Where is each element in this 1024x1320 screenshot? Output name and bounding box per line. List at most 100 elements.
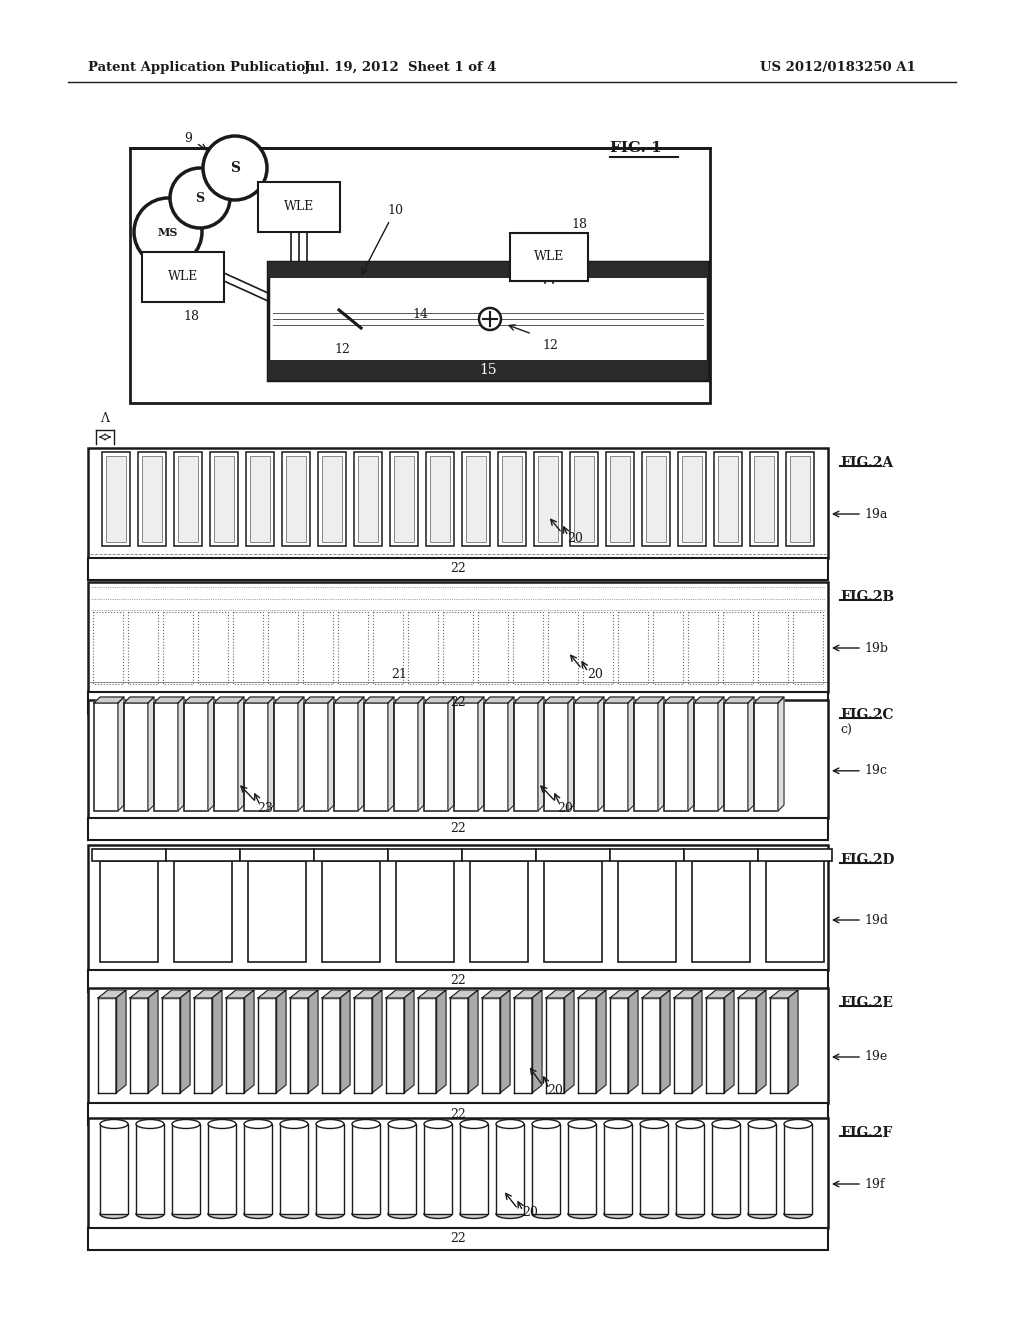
Bar — [664, 704, 688, 810]
Bar — [88, 582, 828, 692]
Bar — [692, 861, 750, 962]
Bar — [568, 1125, 596, 1214]
Bar — [268, 360, 708, 380]
Polygon shape — [124, 697, 154, 704]
Bar — [640, 1125, 668, 1214]
Bar — [394, 455, 414, 543]
Polygon shape — [178, 697, 184, 810]
Text: FIG.2C: FIG.2C — [840, 708, 894, 722]
Bar — [460, 1125, 488, 1214]
Bar — [163, 612, 193, 684]
Ellipse shape — [460, 1119, 488, 1129]
Text: WLE: WLE — [534, 251, 564, 264]
Bar — [682, 455, 702, 543]
Polygon shape — [658, 697, 664, 810]
Bar — [88, 692, 828, 714]
Polygon shape — [634, 697, 664, 704]
Polygon shape — [674, 990, 702, 998]
Text: S: S — [196, 191, 205, 205]
Polygon shape — [334, 697, 364, 704]
Bar — [430, 455, 450, 543]
Polygon shape — [418, 998, 436, 1093]
Ellipse shape — [136, 1119, 164, 1129]
Text: 14: 14 — [412, 308, 428, 321]
Polygon shape — [418, 990, 446, 998]
Polygon shape — [148, 697, 154, 810]
Bar — [723, 612, 753, 684]
Polygon shape — [386, 998, 404, 1093]
Bar — [102, 451, 130, 546]
Bar — [128, 612, 158, 684]
Bar — [373, 612, 403, 684]
Ellipse shape — [244, 1119, 272, 1129]
Bar — [88, 818, 828, 840]
Text: 19c: 19c — [864, 764, 887, 777]
Polygon shape — [328, 697, 334, 810]
Text: 19b: 19b — [864, 642, 888, 655]
Text: 20: 20 — [567, 532, 583, 544]
Ellipse shape — [172, 1209, 200, 1218]
Bar — [532, 1125, 560, 1214]
Bar — [496, 1125, 524, 1214]
Bar — [358, 455, 378, 543]
Bar — [408, 612, 438, 684]
Bar — [534, 451, 562, 546]
Polygon shape — [748, 697, 754, 810]
Polygon shape — [258, 998, 276, 1093]
Polygon shape — [538, 697, 544, 810]
Bar — [538, 455, 558, 543]
Bar — [282, 451, 310, 546]
Bar — [646, 455, 666, 543]
Ellipse shape — [532, 1209, 560, 1218]
Bar — [712, 1125, 740, 1214]
Polygon shape — [610, 998, 628, 1093]
Ellipse shape — [604, 1119, 632, 1129]
Bar — [714, 451, 742, 546]
Bar — [718, 455, 738, 543]
Bar — [544, 704, 568, 810]
Polygon shape — [388, 697, 394, 810]
Bar — [106, 455, 126, 543]
Polygon shape — [574, 697, 604, 704]
Text: 20: 20 — [557, 801, 573, 814]
Ellipse shape — [748, 1119, 776, 1129]
Bar — [678, 451, 706, 546]
Bar — [536, 849, 610, 861]
Bar — [142, 252, 224, 302]
Polygon shape — [268, 697, 274, 810]
Ellipse shape — [280, 1209, 308, 1218]
Ellipse shape — [244, 1209, 272, 1218]
Ellipse shape — [172, 1119, 200, 1129]
Polygon shape — [694, 697, 724, 704]
Polygon shape — [194, 990, 222, 998]
Text: Patent Application Publication: Patent Application Publication — [88, 62, 314, 74]
Bar — [268, 261, 708, 279]
Bar — [88, 1104, 828, 1125]
Polygon shape — [194, 998, 212, 1093]
Bar — [88, 1118, 828, 1228]
Polygon shape — [322, 998, 340, 1093]
Bar — [286, 455, 306, 543]
Bar — [210, 451, 238, 546]
Bar — [178, 455, 198, 543]
Polygon shape — [482, 990, 510, 998]
Polygon shape — [208, 697, 214, 810]
Polygon shape — [450, 990, 478, 998]
Bar — [498, 451, 526, 546]
Circle shape — [170, 168, 230, 228]
Bar — [322, 861, 380, 962]
Text: WLE: WLE — [284, 201, 314, 214]
Polygon shape — [364, 697, 394, 704]
Bar — [784, 1125, 812, 1214]
Bar — [758, 612, 788, 684]
Bar — [354, 451, 382, 546]
Text: 18: 18 — [183, 310, 199, 323]
Circle shape — [479, 308, 501, 330]
Ellipse shape — [280, 1119, 308, 1129]
Bar — [583, 612, 613, 684]
Text: FIG. 1: FIG. 1 — [610, 141, 662, 154]
Ellipse shape — [748, 1209, 776, 1218]
Text: 15: 15 — [479, 363, 497, 378]
Polygon shape — [688, 697, 694, 810]
Bar — [786, 451, 814, 546]
